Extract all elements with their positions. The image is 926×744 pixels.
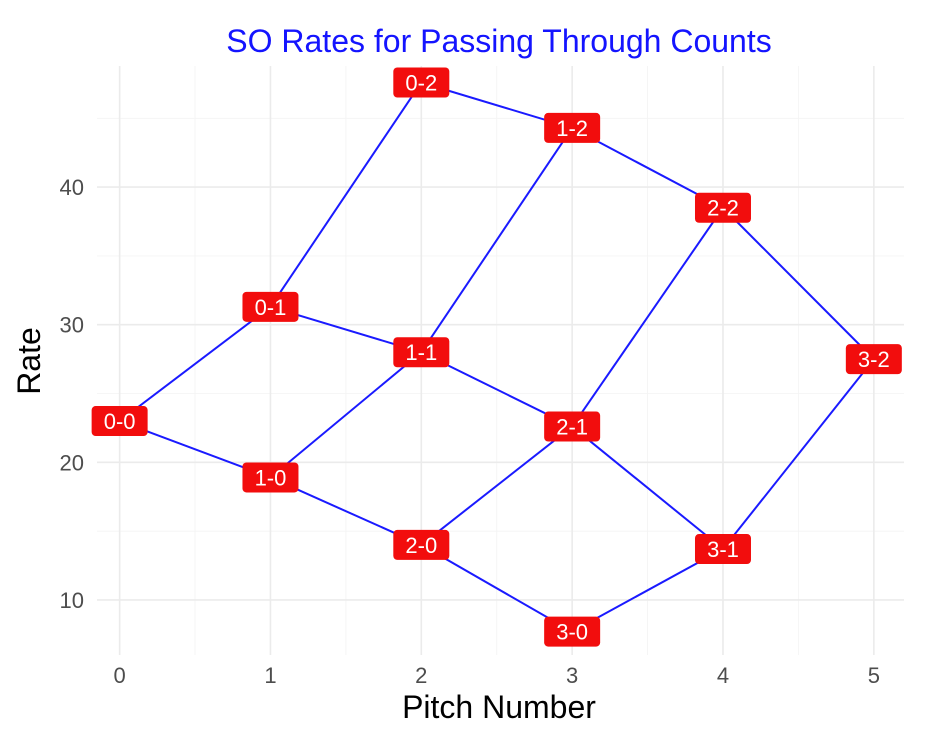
edge-2-1-to-2-2 xyxy=(571,207,724,428)
edge-2-1-to-3-1 xyxy=(571,425,724,550)
x-tick-label: 5 xyxy=(868,663,880,688)
point-label-layer: 0-0 0-1 1-0 0-2 1-1 2-0 1-2 2-1 3-0 2-2 3-1 3-2 xyxy=(91,67,902,647)
x-axis-title: Pitch Number xyxy=(402,689,596,725)
y-tick-label: 10 xyxy=(60,588,84,613)
point-label-box xyxy=(544,411,601,442)
point-label-text: 3-0 xyxy=(556,620,588,645)
edge-2-2-to-3-2 xyxy=(722,207,875,360)
point-label-text: 1-0 xyxy=(255,465,287,490)
point-label-box xyxy=(242,291,299,322)
point-label-box xyxy=(845,344,902,375)
point-label-box xyxy=(242,462,299,493)
point-label-box xyxy=(544,112,601,143)
y-axis-title: Rate xyxy=(11,327,47,395)
point-label-text: 3-2 xyxy=(858,347,890,372)
point-label-text: 3-1 xyxy=(707,537,739,562)
edge-1-0-to-1-1 xyxy=(269,351,422,479)
point-label-text: 2-1 xyxy=(556,415,588,440)
point-label-0-0: 0-0 xyxy=(91,406,148,437)
point-label-3-0: 3-0 xyxy=(544,616,601,647)
point-label-1-0: 1-0 xyxy=(242,462,299,493)
point-label-text: 1-2 xyxy=(556,116,588,141)
x-tick-label: 3 xyxy=(566,663,578,688)
point-label-1-2: 1-2 xyxy=(544,112,601,143)
point-label-box xyxy=(393,67,450,98)
point-label-box xyxy=(694,534,751,565)
point-label-2-2: 2-2 xyxy=(694,192,751,223)
point-label-text: 0-1 xyxy=(255,295,287,320)
point-label-box xyxy=(91,406,148,437)
point-label-box xyxy=(393,337,450,368)
edge-1-1-to-1-2 xyxy=(420,127,573,353)
point-label-3-1: 3-1 xyxy=(694,534,751,565)
chart-title: SO Rates for Passing Through Counts xyxy=(226,23,771,59)
grid-layer xyxy=(97,66,904,655)
y-tick-label: 20 xyxy=(60,450,84,475)
point-label-text: 2-2 xyxy=(707,196,739,221)
x-tick-label: 2 xyxy=(415,663,427,688)
point-label-2-0: 2-0 xyxy=(393,529,450,560)
point-label-text: 2-0 xyxy=(405,533,437,558)
x-tick-label: 4 xyxy=(717,663,729,688)
point-label-text: 0-0 xyxy=(104,409,136,434)
x-tick-label: 1 xyxy=(264,663,276,688)
edge-0-1-to-0-2 xyxy=(269,81,423,308)
y-tick-label: 30 xyxy=(60,313,84,338)
point-label-0-2: 0-2 xyxy=(393,67,450,98)
point-label-0-1: 0-1 xyxy=(242,291,299,322)
point-label-1-1: 1-1 xyxy=(393,337,450,368)
point-label-2-1: 2-1 xyxy=(544,411,601,442)
point-label-box xyxy=(393,529,450,560)
y-tick-label: 40 xyxy=(60,175,84,200)
point-label-box xyxy=(694,192,751,223)
x-tick-label: 0 xyxy=(114,663,126,688)
point-label-text: 0-2 xyxy=(405,71,437,96)
x-tick-labels: 0 1 2 3 4 5 xyxy=(114,663,880,688)
edge-2-0-to-2-1 xyxy=(420,425,573,546)
point-label-text: 1-1 xyxy=(405,340,437,365)
edge-3-1-to-3-2 xyxy=(722,358,875,550)
y-tick-labels: 10 20 30 40 xyxy=(60,175,84,613)
edge-0-0-to-0-1 xyxy=(119,306,272,422)
point-label-box xyxy=(544,616,601,647)
point-label-3-2: 3-2 xyxy=(845,344,902,375)
